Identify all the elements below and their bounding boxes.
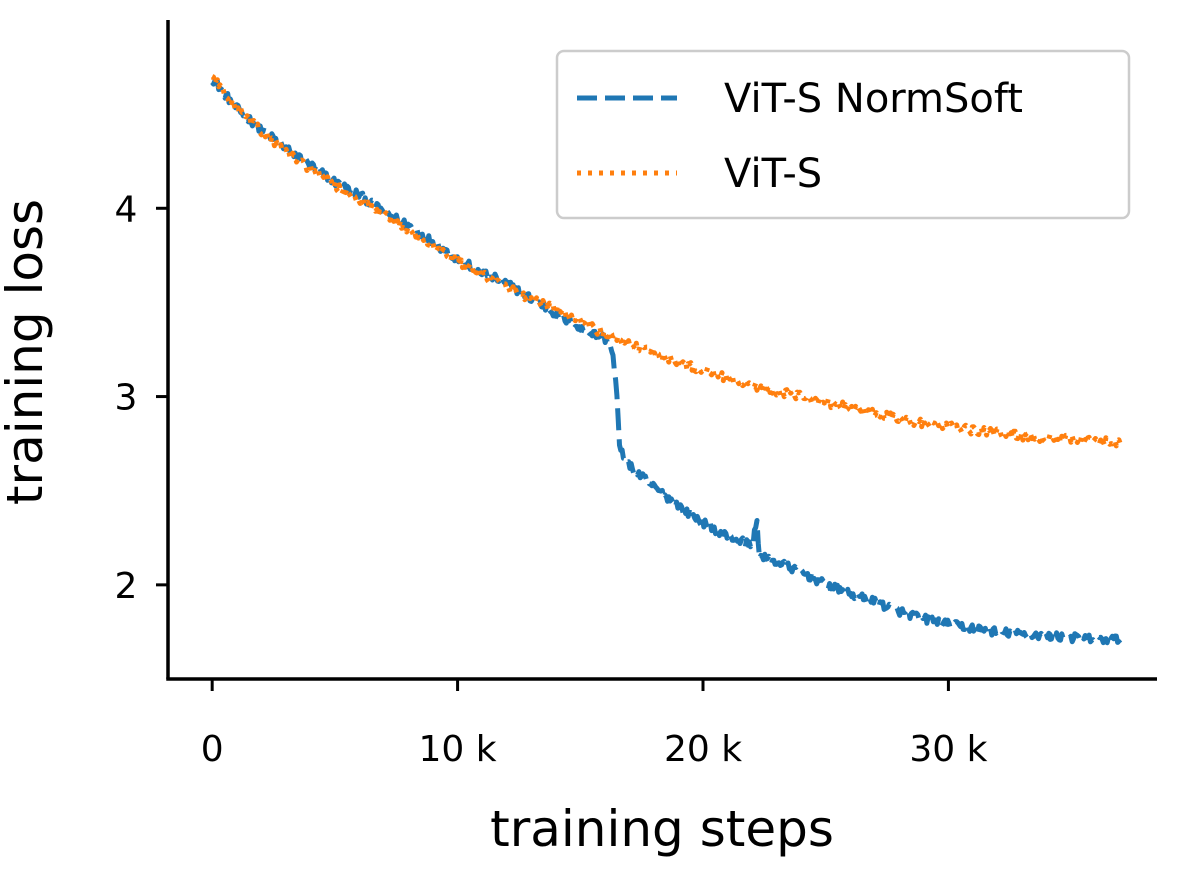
legend-label-vit-s-normsoft: ViT-S NormSoft xyxy=(724,76,1023,122)
x-tick-label: 30 k xyxy=(909,729,987,770)
series-line-vit-s xyxy=(211,74,1123,449)
legend-label-vit-s: ViT-S xyxy=(724,151,822,197)
y-tick-label: 4 xyxy=(115,189,138,230)
x-tick-label: 0 xyxy=(201,729,224,770)
y-ticks: 2 3 4 xyxy=(115,189,168,607)
y-tick-label: 2 xyxy=(115,566,138,607)
series-line-vit-s-normsoft xyxy=(210,78,1123,646)
x-tick-label: 10 k xyxy=(419,729,497,770)
series-layer xyxy=(210,74,1123,646)
x-tick-label: 20 k xyxy=(664,729,742,770)
x-ticks: 0 10 k 20 k 30 k xyxy=(201,679,988,770)
y-axis-label: training loss xyxy=(0,199,54,505)
x-axis-label: training steps xyxy=(490,800,834,858)
legend-frame xyxy=(555,49,1131,220)
y-tick-label: 3 xyxy=(115,378,138,419)
legend: ViT-S NormSoft ViT-S xyxy=(555,49,1131,220)
